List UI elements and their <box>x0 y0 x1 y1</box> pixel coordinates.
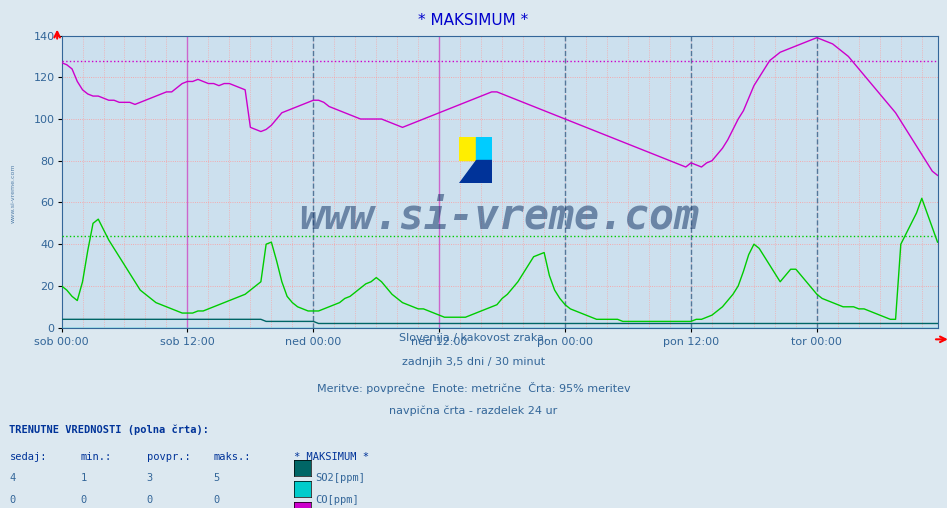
Text: zadnjih 3,5 dni / 30 minut: zadnjih 3,5 dni / 30 minut <box>402 357 545 367</box>
Text: * MAKSIMUM *: * MAKSIMUM * <box>294 452 368 462</box>
Text: navpična črta - razdelek 24 ur: navpična črta - razdelek 24 ur <box>389 406 558 417</box>
Text: min.:: min.: <box>80 452 112 462</box>
Text: www.si-vreme.com: www.si-vreme.com <box>299 196 700 238</box>
Bar <box>476 137 492 160</box>
Text: 1: 1 <box>80 473 87 484</box>
Text: sedaj:: sedaj: <box>9 452 47 462</box>
Bar <box>459 137 476 160</box>
Text: 0: 0 <box>80 495 87 505</box>
Text: SO2[ppm]: SO2[ppm] <box>315 473 366 484</box>
Text: povpr.:: povpr.: <box>147 452 190 462</box>
Text: * MAKSIMUM *: * MAKSIMUM * <box>419 13 528 28</box>
Polygon shape <box>459 160 476 183</box>
Text: maks.:: maks.: <box>213 452 251 462</box>
Text: 0: 0 <box>213 495 220 505</box>
Text: Slovenija / kakovost zraka,: Slovenija / kakovost zraka, <box>400 333 547 343</box>
Text: 4: 4 <box>9 473 16 484</box>
Text: CO[ppm]: CO[ppm] <box>315 495 359 505</box>
Text: 3: 3 <box>147 473 153 484</box>
Text: 5: 5 <box>213 473 220 484</box>
Text: TRENUTNE VREDNOSTI (polna črta):: TRENUTNE VREDNOSTI (polna črta): <box>9 424 209 435</box>
Text: Meritve: povprečne  Enote: metrične  Črta: 95% meritev: Meritve: povprečne Enote: metrične Črta:… <box>316 382 631 394</box>
Text: 0: 0 <box>9 495 16 505</box>
Text: 0: 0 <box>147 495 153 505</box>
Text: www.si-vreme.com: www.si-vreme.com <box>10 163 16 223</box>
Bar <box>476 160 492 183</box>
